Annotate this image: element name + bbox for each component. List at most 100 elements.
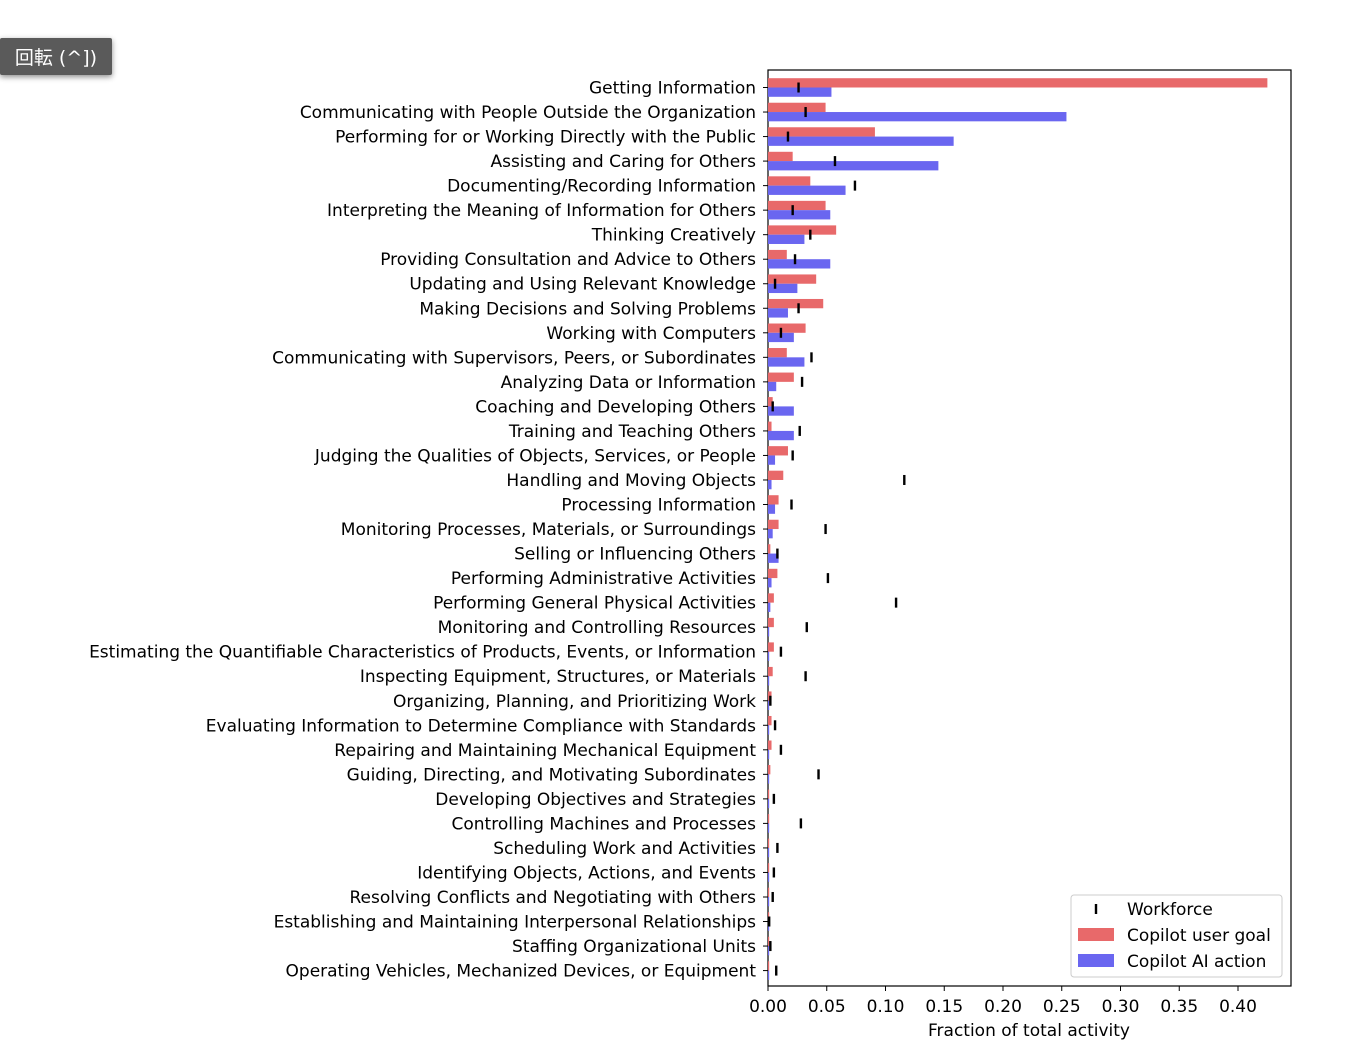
bar-ai-action bbox=[768, 357, 805, 367]
workforce-mark bbox=[797, 82, 800, 93]
bar-ai-action bbox=[768, 308, 788, 318]
bar-user-goal bbox=[768, 249, 787, 260]
y-axis: Getting Information Communicating with Pe… bbox=[89, 79, 768, 982]
y-tick-label: Guiding, Directing, and Motivating Subor… bbox=[347, 765, 757, 785]
bar-ai-action bbox=[768, 872, 770, 882]
bar-user-goal bbox=[768, 838, 770, 848]
bar-ai-action bbox=[768, 798, 770, 809]
bar-user-goal bbox=[768, 176, 811, 186]
rotate-button[interactable]: 回転 (^]) bbox=[0, 38, 112, 75]
bar-ai-action bbox=[768, 847, 770, 858]
bar-user-goal bbox=[768, 470, 784, 480]
workforce-mark bbox=[775, 965, 778, 976]
x-axis: 0.00 0.05 0.10 0.15 0.20 0.25 0.30 0.35 0.40 bbox=[749, 986, 1257, 1017]
bar-ai-action bbox=[768, 896, 770, 907]
y-tick-label: Judging the Qualities of Objects, Servic… bbox=[314, 446, 756, 466]
bar-ai-action bbox=[768, 406, 794, 416]
bar-ai-action bbox=[768, 112, 1067, 122]
bar-ai-action bbox=[768, 578, 772, 588]
bar-user-goal bbox=[768, 151, 793, 162]
y-tick-label: Inspecting Equipment, Structures, or Mat… bbox=[360, 667, 756, 687]
y-tick-label: Performing General Physical Activities bbox=[433, 594, 756, 614]
bar-ai-action bbox=[768, 676, 770, 686]
workforce-mark bbox=[786, 131, 790, 142]
bar-user-goal bbox=[768, 421, 772, 431]
bar-user-goal bbox=[768, 544, 771, 554]
workforce-mark bbox=[771, 401, 774, 412]
bar-user-goal bbox=[768, 446, 788, 456]
bar-user-goal bbox=[768, 642, 774, 652]
bar-ai-action bbox=[768, 479, 772, 490]
y-tick-label: Controlling Machines and Processes bbox=[452, 814, 757, 834]
y-tick-label: Establishing and Maintaining Interperson… bbox=[274, 913, 757, 933]
y-tick-label: Coaching and Developing Others bbox=[475, 397, 756, 417]
workforce-mark bbox=[772, 867, 776, 878]
y-tick-label: Organizing, Planning, and Prioritizing W… bbox=[393, 692, 756, 712]
bars bbox=[768, 78, 1268, 980]
y-tick-label: Providing Consultation and Advice to Oth… bbox=[380, 250, 756, 270]
bar-user-goal bbox=[768, 666, 773, 677]
workforce-mark bbox=[776, 842, 779, 853]
bar-ai-action bbox=[768, 529, 773, 539]
legend: Workforce Copilot user goal Copilot AI act… bbox=[1070, 894, 1283, 978]
bar-ai-action bbox=[768, 970, 770, 980]
bar-ai-action bbox=[768, 283, 798, 294]
workforce-mark bbox=[817, 769, 820, 780]
workforce-mark bbox=[769, 695, 772, 706]
workforce-mark bbox=[790, 499, 793, 510]
y-tick-label: Evaluating Information to Determine Comp… bbox=[206, 716, 756, 736]
workforce-mark bbox=[797, 303, 800, 314]
workforce-mark bbox=[804, 671, 807, 682]
bar-user-goal bbox=[768, 814, 770, 824]
legend-marker-workforce bbox=[1094, 904, 1098, 914]
bar-user-goal bbox=[768, 348, 787, 358]
y-tick-label: Analyzing Data or Information bbox=[501, 373, 756, 393]
workforce-mark bbox=[805, 622, 808, 633]
plot-frame bbox=[767, 69, 1292, 987]
plot-area bbox=[767, 69, 1292, 987]
bar-user-goal bbox=[768, 225, 837, 235]
y-tick-label: Resolving Conflicts and Negotiating with… bbox=[349, 888, 756, 908]
y-tick-label: Handling and Moving Objects bbox=[506, 471, 756, 491]
bar-ai-action bbox=[768, 210, 831, 220]
bar-ai-action bbox=[768, 823, 770, 833]
y-tick-label: Operating Vehicles, Mechanized Devices, … bbox=[286, 962, 757, 982]
x-tick-label: 0.30 bbox=[1102, 997, 1140, 1017]
y-tick-label: Interpreting the Meaning of Information … bbox=[327, 201, 756, 221]
bar-user-goal bbox=[768, 568, 778, 579]
y-tick-label: Training and Teaching Others bbox=[508, 422, 756, 442]
workforce-mark bbox=[773, 278, 777, 289]
y-tick-label: Staffing Organizational Units bbox=[512, 937, 756, 957]
y-tick-label: Performing for or Working Directly with … bbox=[335, 128, 756, 148]
bar-ai-action bbox=[768, 381, 777, 392]
bar-user-goal bbox=[768, 397, 773, 407]
workforce-mark bbox=[791, 450, 794, 461]
x-tick-label: 0.05 bbox=[808, 997, 846, 1017]
bar-ai-action bbox=[768, 774, 770, 784]
legend-label: Copilot user goal bbox=[1127, 926, 1271, 946]
y-tick-label: Updating and Using Relevant Knowledge bbox=[409, 275, 756, 295]
bar-user-goal bbox=[768, 715, 772, 726]
workforce-mark bbox=[779, 327, 783, 338]
bar-user-goal bbox=[768, 789, 770, 799]
workforce-mark bbox=[771, 891, 774, 902]
bar-ai-action bbox=[768, 946, 770, 956]
y-tick-label: Documenting/Recording Information bbox=[447, 177, 756, 197]
workforce-mark bbox=[903, 474, 906, 485]
bar-user-goal bbox=[768, 274, 817, 284]
workforce-mark bbox=[779, 646, 783, 657]
y-tick-label: Selling or Influencing Others bbox=[514, 545, 756, 565]
bar-user-goal bbox=[768, 887, 770, 897]
bar-user-goal bbox=[768, 765, 771, 775]
y-tick-label: Developing Objectives and Strategies bbox=[435, 790, 756, 810]
bar-user-goal bbox=[768, 127, 875, 137]
workforce-mark bbox=[824, 524, 827, 535]
workforce-mark bbox=[773, 720, 777, 731]
bar-user-goal bbox=[768, 961, 770, 971]
bar-user-goal bbox=[768, 936, 770, 947]
workforce-mark bbox=[791, 205, 794, 216]
bar-user-goal bbox=[768, 617, 774, 628]
workforce-mark bbox=[776, 548, 779, 559]
legend-label: Copilot AI action bbox=[1127, 952, 1266, 972]
